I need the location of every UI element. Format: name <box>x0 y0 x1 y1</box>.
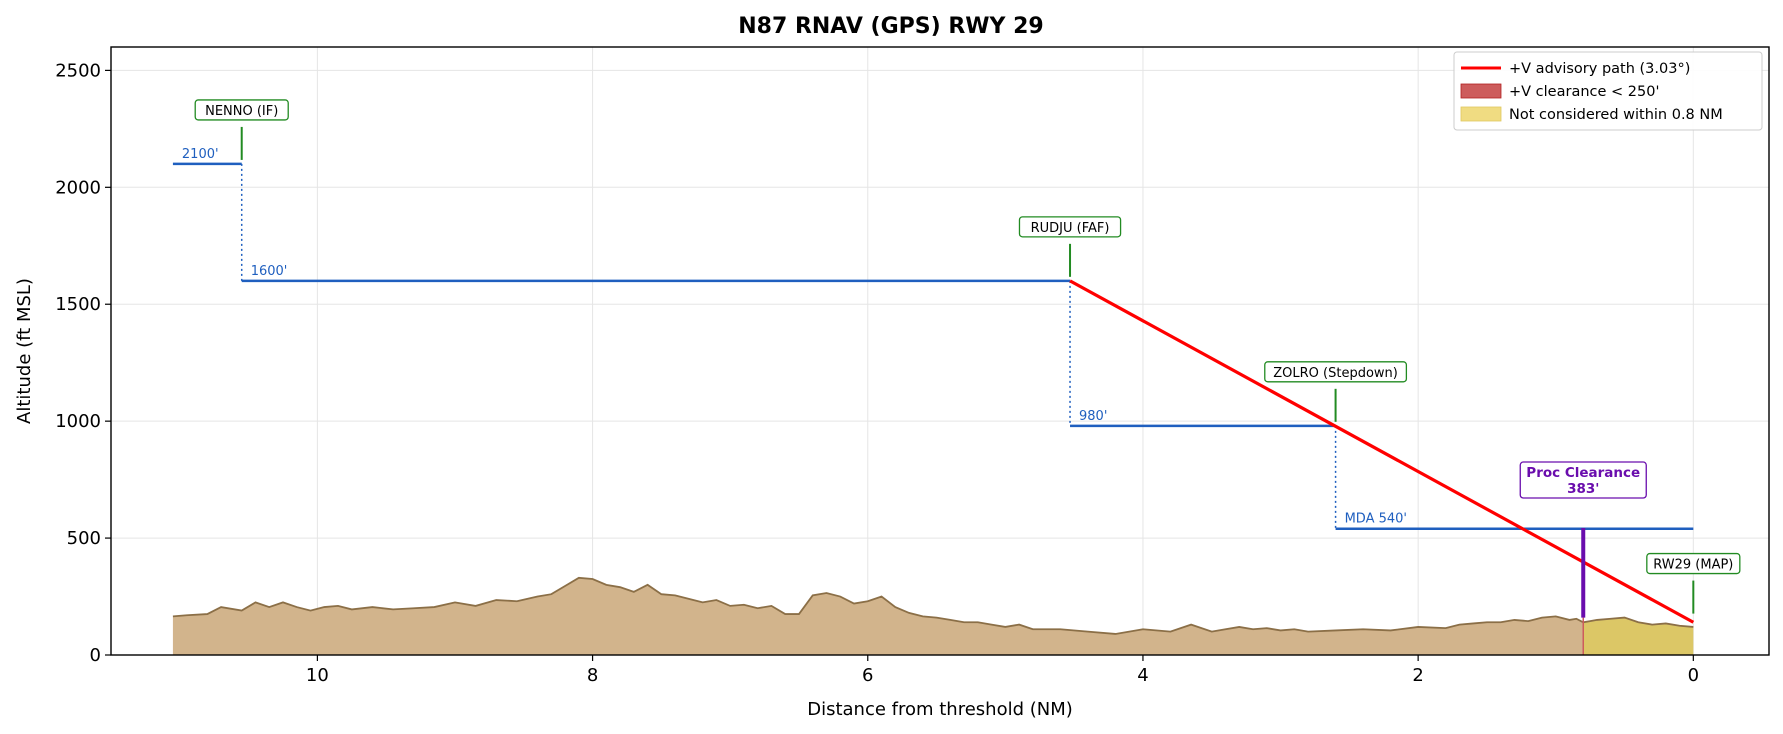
altitude-segment-label: 2100' <box>182 147 219 162</box>
chart-title: N87 RNAV (GPS) RWY 29 <box>738 14 1043 39</box>
fix-label-box <box>1646 552 1741 575</box>
x-tick-label: 0 <box>1688 665 1699 686</box>
altitude-segment-label: 980' <box>1079 409 1107 424</box>
plot-frame <box>110 46 1770 656</box>
y-axis-label: Altitude (ft MSL) <box>14 278 35 424</box>
y-tick-label: 0 <box>90 645 101 666</box>
advisory-path <box>1069 279 1695 624</box>
legend: +V advisory path (3.03°) +V clearance < … <box>1453 51 1763 131</box>
fix-label-box <box>1018 216 1122 238</box>
legend-not-considered-label: Not considered within 0.8 NM <box>1509 107 1723 123</box>
fix-label: NENNO (IF) <box>205 104 278 119</box>
x-axis: 10 8 6 4 2 0 <box>306 655 1699 686</box>
legend-clearance-swatch <box>1460 83 1502 99</box>
proc-clearance-value: 383' <box>1567 481 1599 497</box>
x-tick-label: 2 <box>1412 665 1423 686</box>
y-tick-label: 1500 <box>55 294 101 315</box>
fix-label-box <box>194 99 289 121</box>
x-tick-label: 6 <box>862 665 873 686</box>
x-tick-label: 10 <box>306 665 329 686</box>
x-axis-label: Distance from threshold (NM) <box>807 699 1073 720</box>
fix-label: RW29 (MAP) <box>1653 558 1733 573</box>
fix-label: ZOLRO (Stepdown) <box>1273 366 1398 381</box>
terrain-outline <box>172 576 1694 635</box>
y-tick-label: 500 <box>67 528 101 549</box>
proc-clearance-title: Proc Clearance <box>1526 465 1640 481</box>
legend-clearance-label: +V clearance < 250' <box>1509 84 1659 100</box>
legend-advisory-label: +V advisory path (3.03°) <box>1509 61 1690 77</box>
fix-label: RUDJU (FAF) <box>1031 221 1110 236</box>
fix-label-box <box>1264 361 1408 383</box>
altitude-segment-label: MDA 540' <box>1345 512 1407 527</box>
terrain-fill <box>172 577 1584 655</box>
y-tick-label: 1000 <box>55 411 101 432</box>
y-tick-label: 2500 <box>55 60 101 81</box>
proc-clearance-box <box>1519 461 1647 499</box>
x-tick-label: 8 <box>587 665 598 686</box>
y-tick-label: 2000 <box>55 177 101 198</box>
altitude-segment-label: 1600' <box>251 264 288 279</box>
plot-layer: 2100' 1600' 980' MDA 540' <box>172 147 1695 655</box>
y-axis: 0 500 1000 1500 2000 2500 <box>55 60 111 666</box>
grid <box>111 47 1769 656</box>
x-tick-label: 4 <box>1137 665 1148 686</box>
legend-box <box>1453 51 1763 131</box>
not-considered-zone <box>1583 617 1694 655</box>
legend-not-considered-swatch <box>1460 106 1502 122</box>
